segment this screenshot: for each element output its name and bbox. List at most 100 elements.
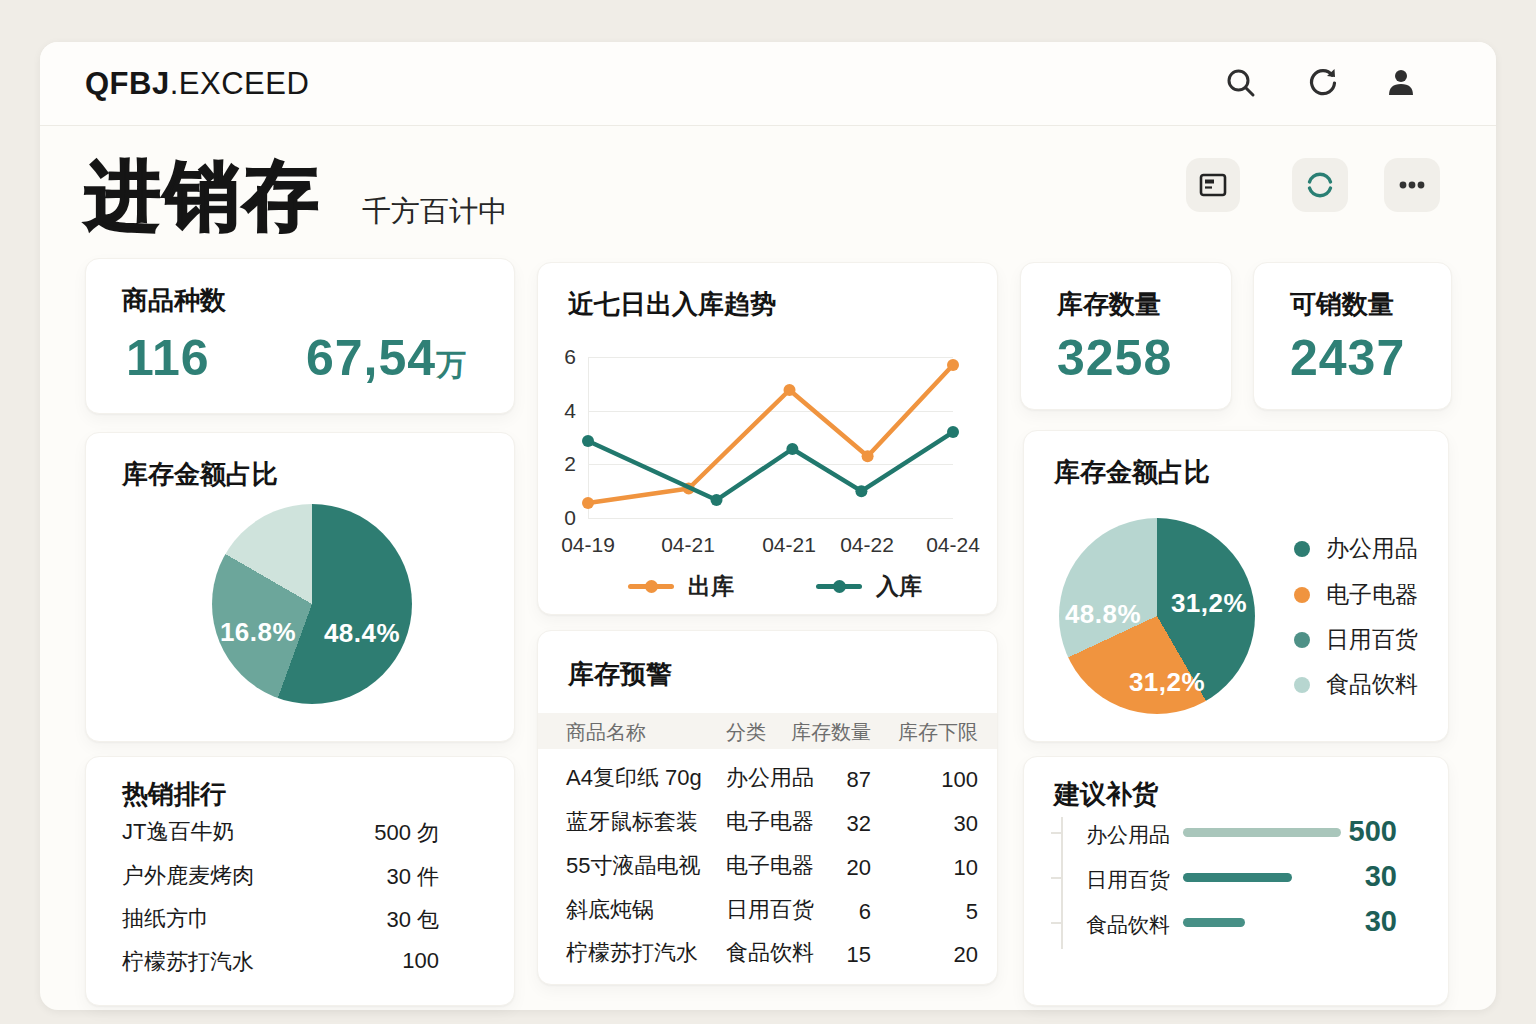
table-row: 蓝牙鼠标套装 电子电器 32 30 [538,807,997,841]
tick [1051,877,1061,879]
restock-value: 30 [1307,860,1397,893]
trend-plot-area [588,357,953,518]
hot-sales-title: 热销排行 [122,777,226,812]
sku-amount-number: 67,54 [306,330,436,386]
legend-dot [1294,677,1310,693]
app-header: QFBJ.EXCEED [40,42,1496,126]
hot-item-name: JT逸百牛奶 [122,817,234,847]
hot-item-value: 30 件 [386,862,439,892]
restock-bar [1183,918,1245,927]
stock-qty-title: 库存数量 [1057,287,1161,322]
outbound-legend-label: 出库 [688,571,734,602]
stock-warning-card: 库存预警 商品名称 分类 库存数量 库存下限 A4复印纸 70g 办公用品 87… [537,630,998,985]
legend-dot [1294,632,1310,648]
panel-view-button[interactable] [1186,158,1240,212]
restock-card: 建议补货 办公用品 500 日用百货 30 食品饮料 30 [1023,756,1449,1006]
hot-item-value: 500 勿 [374,818,439,848]
cell-qty: 6 [791,899,871,925]
stock-qty-value: 3258 [1057,329,1172,387]
y-tick-2: 2 [544,452,576,476]
restock-row-2: 食品饮料 30 [1024,907,1448,939]
pie1-label-medium: 16.8% [220,617,296,648]
legend-dot [1294,541,1310,557]
hot-sales-card: 热销排行 JT逸百牛奶 500 勿 户外鹿麦烤肉 30 件 抽纸方巾 30 包 … [85,756,515,1006]
pie2-legend-item-0: 办公用品 [1294,533,1418,564]
restock-label: 办公用品 [1086,821,1170,849]
x-tick-3: 04-22 [822,533,912,557]
search-icon[interactable] [1222,64,1260,102]
col-limit: 库存下限 [888,719,978,746]
sku-count-value: 116 [126,329,210,387]
pie1-title: 库存金额占比 [122,457,278,492]
pie2-title: 库存金额占比 [1054,455,1210,490]
restock-row-0: 办公用品 500 [1024,817,1448,849]
hot-item-value: 100 [402,948,439,974]
table-row: 柠檬苏打汽水 食品饮料 15 20 [538,938,997,972]
cell-limit: 30 [888,811,978,837]
more-button[interactable] [1384,158,1440,212]
gridline [588,518,953,519]
table-row: 斜底炖锅 日用百货 6 5 [538,895,997,929]
restock-value: 500 [1307,815,1397,848]
legend-label: 办公用品 [1326,533,1418,564]
hot-row-3: 柠檬苏打汽水 100 [122,947,439,977]
restock-label: 食品饮料 [1086,911,1170,939]
pie1-label-dark: 48.4% [324,618,400,649]
tick [1051,832,1061,834]
x-tick-4: 04-24 [908,533,998,557]
legend-label: 电子电器 [1326,579,1418,610]
legend-label: 食品饮料 [1326,669,1418,700]
table-row: 55寸液晶电视 电子电器 20 10 [538,851,997,885]
sync-button[interactable] [1292,158,1348,212]
legend-dot [1294,587,1310,603]
pie2-legend-item-2: 日用百货 [1294,624,1418,655]
trend-line-chart [588,357,953,518]
legend-label: 日用百货 [1326,624,1418,655]
x-tick-1: 04-21 [643,533,733,557]
sync-icon [1304,169,1336,201]
restock-value: 30 [1307,905,1397,938]
sku-stat-card: 商品种数 116 67,54万 [85,258,515,414]
table-row: A4复印纸 70g 办公用品 87 100 [538,763,997,797]
stock-warning-title: 库存预警 [568,657,672,692]
tick [1051,922,1061,924]
outbound-legend-marker [628,584,674,589]
sku-amount-value: 67,54万 [306,329,467,387]
cell-limit: 10 [888,855,978,881]
refresh-icon[interactable] [1304,64,1342,102]
restock-row-1: 日用百货 30 [1024,862,1448,894]
cell-limit: 100 [888,767,978,793]
restock-title: 建议补货 [1054,777,1158,812]
col-category: 分类 [726,719,766,746]
sellable-qty-title: 可销数量 [1290,287,1394,322]
app-logo: QFBJ.EXCEED [85,66,309,102]
stock-qty-card: 库存数量 3258 [1020,262,1232,410]
stock-value-pie-card-2: 库存金额占比 31,2% 31,2% 48.8% 办公用品 电子电器 日用百货 … [1023,430,1449,742]
inbound-legend-label: 入库 [876,571,922,602]
card-view-icon [1198,170,1228,200]
pie2-legend-item-1: 电子电器 [1294,579,1418,610]
hot-item-name: 抽纸方巾 [122,904,210,934]
cell-name: 斜底炖锅 [566,895,654,925]
x-tick-0: 04-19 [543,533,633,557]
pie2-label-light: 48.8% [1065,599,1141,630]
legend-item-inbound[interactable]: 入库 [816,571,922,602]
hot-row-0: JT逸百牛奶 500 勿 [122,817,439,847]
trend-legend: 出库 入库 [628,571,922,602]
warning-table-header: 商品名称 分类 库存数量 库存下限 [538,713,997,749]
main-panel: QFBJ.EXCEED 进销存 千方百计中 商品种数 116 67,54万 近七… [40,42,1496,1010]
cell-name: A4复印纸 70g [566,763,702,793]
stock-value-pie [212,504,412,704]
user-icon[interactable] [1382,64,1420,102]
x-tick-2: 04-21 [744,533,834,557]
page-title: 进销存 [85,146,322,249]
legend-item-outbound[interactable]: 出库 [628,571,734,602]
trend-card-title: 近七日出入库趋势 [568,287,776,322]
restock-label: 日用百货 [1086,866,1170,894]
col-name: 商品名称 [566,719,646,746]
y-tick-6: 6 [544,345,576,369]
hot-item-value: 30 包 [386,905,439,935]
inout-trend-card: 近七日出入库趋势 6 4 2 0 04-19 04-21 04-21 04-22… [537,262,998,615]
cell-name: 55寸液晶电视 [566,851,700,881]
hot-row-2: 抽纸方巾 30 包 [122,904,439,934]
